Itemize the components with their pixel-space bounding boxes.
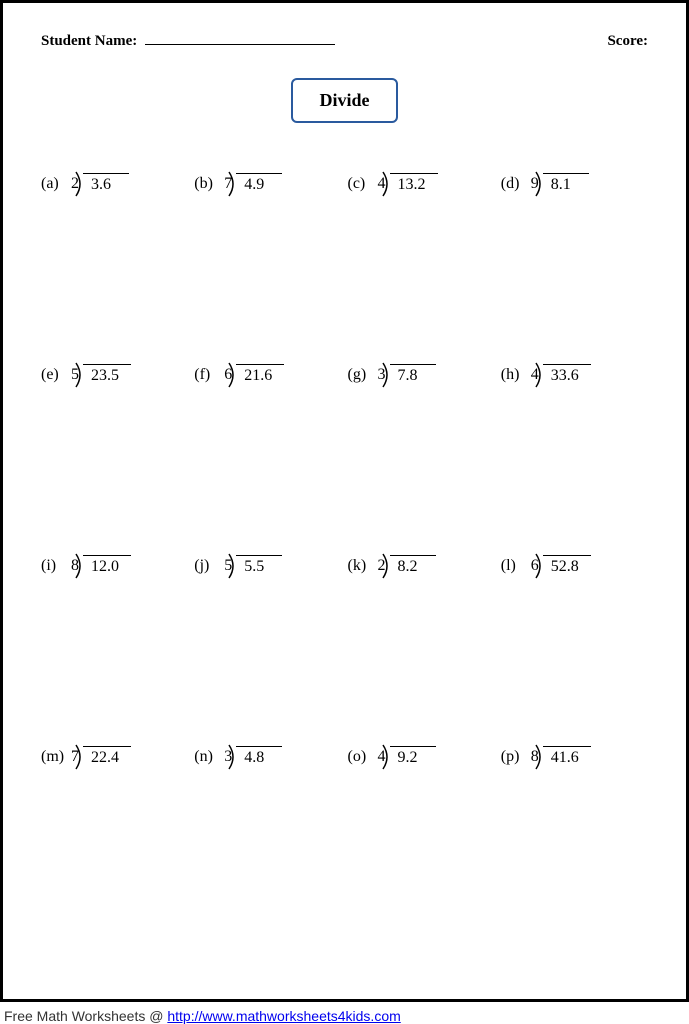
long-division-symbol: 12.0	[80, 555, 131, 576]
division-problem: (d)98.1	[501, 173, 648, 194]
dividend: 9.2	[390, 746, 436, 767]
division-bracket-icon	[381, 362, 393, 388]
problem-label: (g)	[348, 366, 372, 384]
division-problem: (g)37.8	[348, 364, 495, 385]
long-division-symbol: 21.6	[233, 364, 284, 385]
division-bracket-icon	[534, 362, 546, 388]
problem-label: (d)	[501, 175, 525, 193]
division-problem: (c)413.2	[348, 173, 495, 194]
dividend: 41.6	[543, 746, 591, 767]
long-division-symbol: 33.6	[540, 364, 591, 385]
division-bracket-icon	[74, 362, 86, 388]
problem-grid: (a)23.6 (b)74.9 (c)413.2 (d)98.1 (e)523.5 (f)…	[41, 173, 648, 767]
worksheet-title: Divide	[291, 78, 397, 123]
division-bracket-icon	[381, 553, 393, 579]
worksheet-page: Student Name: Score: Divide (a)23.6 (b)74…	[0, 0, 689, 1002]
dividend: 23.5	[83, 364, 131, 385]
name-blank-line	[145, 44, 335, 45]
division-bracket-icon	[227, 744, 239, 770]
division-bracket-icon	[74, 744, 86, 770]
long-division-symbol: 7.8	[387, 364, 436, 385]
dividend: 33.6	[543, 364, 591, 385]
problem-label: (f)	[194, 366, 218, 384]
long-division-symbol: 5.5	[233, 555, 282, 576]
dividend: 4.8	[236, 746, 282, 767]
division-bracket-icon	[227, 171, 239, 197]
division-problem: (b)74.9	[194, 173, 341, 194]
division-bracket-icon	[534, 744, 546, 770]
division-problem: (l)652.8	[501, 555, 648, 576]
dividend: 8.2	[390, 555, 436, 576]
problem-label: (j)	[194, 557, 218, 575]
long-division-symbol: 23.5	[80, 364, 131, 385]
division-problem: (p)841.6	[501, 746, 648, 767]
long-division-symbol: 9.2	[387, 746, 436, 767]
header-row: Student Name: Score:	[41, 33, 648, 50]
dividend: 7.8	[390, 364, 436, 385]
long-division-symbol: 8.1	[540, 173, 589, 194]
problem-label: (h)	[501, 366, 525, 384]
division-bracket-icon	[381, 744, 393, 770]
division-problem: (h)433.6	[501, 364, 648, 385]
division-problem: (n)34.8	[194, 746, 341, 767]
dividend: 22.4	[83, 746, 131, 767]
student-name-field: Student Name:	[41, 33, 335, 50]
division-bracket-icon	[534, 171, 546, 197]
dividend: 3.6	[83, 173, 129, 194]
long-division-symbol: 22.4	[80, 746, 131, 767]
dividend: 52.8	[543, 555, 591, 576]
division-problem: (e)523.5	[41, 364, 188, 385]
division-problem: (f)621.6	[194, 364, 341, 385]
title-container: Divide	[41, 78, 648, 123]
problem-label: (p)	[501, 748, 525, 766]
long-division-symbol: 52.8	[540, 555, 591, 576]
division-bracket-icon	[227, 553, 239, 579]
footer: Free Math Worksheets @ http://www.mathwo…	[0, 1002, 689, 1024]
student-name-label: Student Name:	[41, 33, 137, 49]
division-bracket-icon	[534, 553, 546, 579]
problem-label: (e)	[41, 366, 65, 384]
dividend: 21.6	[236, 364, 284, 385]
long-division-symbol: 4.8	[233, 746, 282, 767]
long-division-symbol: 13.2	[387, 173, 438, 194]
dividend: 8.1	[543, 173, 589, 194]
problem-label: (l)	[501, 557, 525, 575]
problem-label: (n)	[194, 748, 218, 766]
division-problem: (k)28.2	[348, 555, 495, 576]
division-bracket-icon	[74, 553, 86, 579]
footer-prefix: Free Math Worksheets @	[4, 1008, 167, 1024]
footer-link[interactable]: http://www.mathworksheets4kids.com	[167, 1008, 400, 1024]
score-label: Score:	[607, 33, 648, 50]
dividend: 4.9	[236, 173, 282, 194]
dividend: 12.0	[83, 555, 131, 576]
division-problem: (a)23.6	[41, 173, 188, 194]
division-problem: (j)55.5	[194, 555, 341, 576]
problem-label: (o)	[348, 748, 372, 766]
division-bracket-icon	[381, 171, 393, 197]
long-division-symbol: 8.2	[387, 555, 436, 576]
long-division-symbol: 41.6	[540, 746, 591, 767]
problem-label: (k)	[348, 557, 372, 575]
long-division-symbol: 4.9	[233, 173, 282, 194]
dividend: 13.2	[390, 173, 438, 194]
division-bracket-icon	[227, 362, 239, 388]
division-problem: (o)49.2	[348, 746, 495, 767]
dividend: 5.5	[236, 555, 282, 576]
problem-label: (m)	[41, 748, 65, 766]
problem-label: (a)	[41, 175, 65, 193]
division-bracket-icon	[74, 171, 86, 197]
problem-label: (i)	[41, 557, 65, 575]
problem-label: (b)	[194, 175, 218, 193]
long-division-symbol: 3.6	[80, 173, 129, 194]
problem-label: (c)	[348, 175, 372, 193]
division-problem: (i)812.0	[41, 555, 188, 576]
division-problem: (m)722.4	[41, 746, 188, 767]
